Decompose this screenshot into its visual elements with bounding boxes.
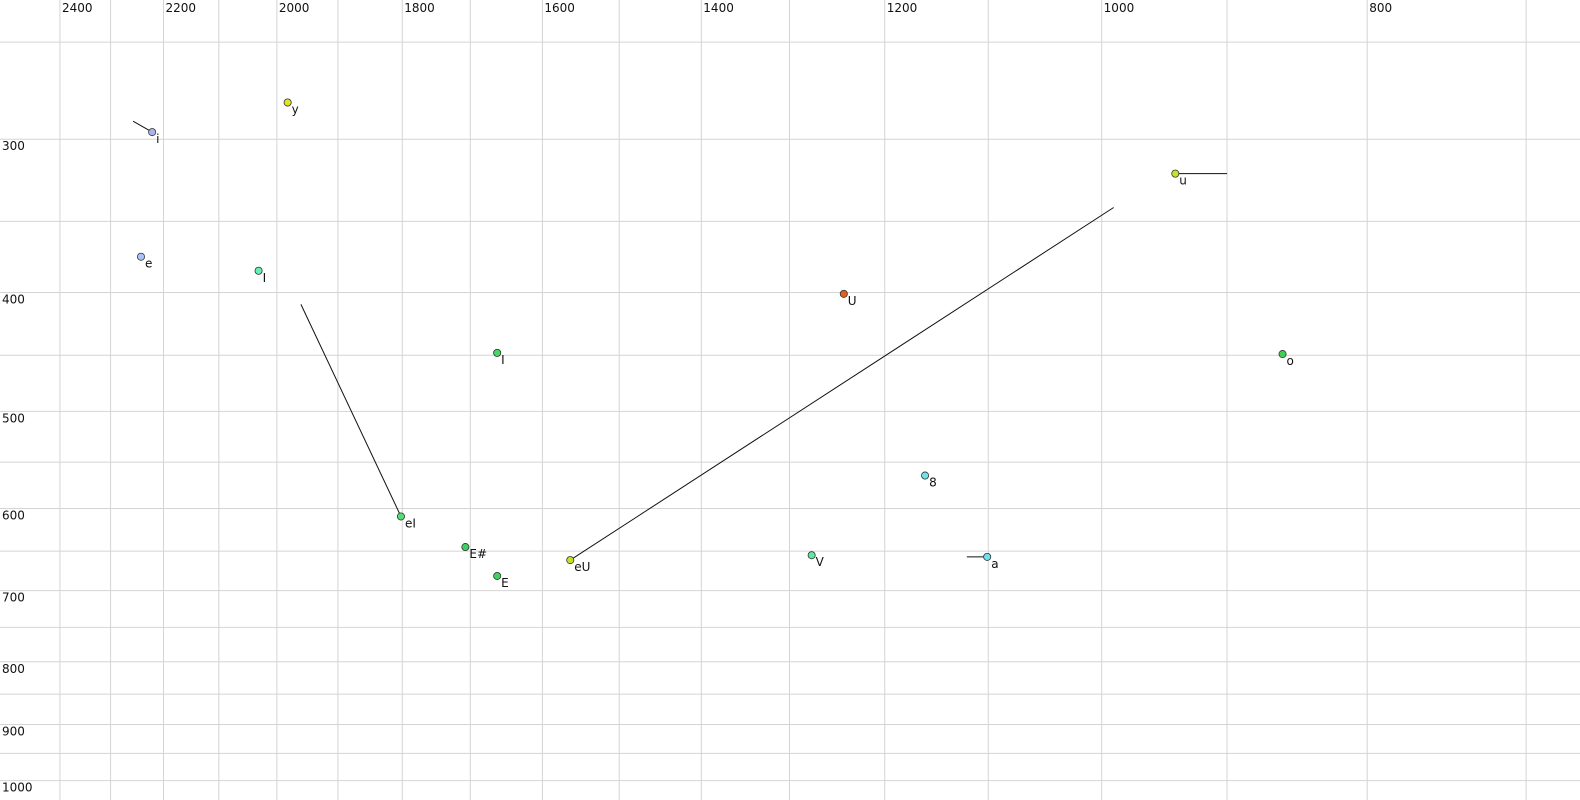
point [839,289,848,298]
point-label: y [292,102,299,116]
point-label: I [263,271,267,285]
point-label: U [848,294,857,308]
x-tick-label: 1600 [544,1,575,15]
point-label: e [145,257,152,271]
point [254,266,263,275]
y-tick-label: 600 [2,509,25,523]
point [566,556,575,565]
x-tick-label: 800 [1369,1,1392,15]
point [1278,350,1287,359]
y-tick-label: 900 [2,725,25,739]
point-label: E [501,576,509,590]
point-label: o [1287,354,1294,368]
point-label: eU [574,560,590,574]
point [1171,169,1180,178]
point-label: I [501,353,505,367]
trajectory [569,207,1114,561]
x-tick-label: 1400 [703,1,734,15]
x-tick-label: 2200 [165,1,196,15]
y-tick-label: 800 [2,662,25,676]
point-label: i [156,132,159,146]
point [493,571,502,580]
point [493,348,502,357]
y-tick-label: 700 [2,591,25,605]
x-tick-label: 1000 [1104,1,1135,15]
point-label: V [816,555,825,569]
point [283,98,292,107]
point [921,471,930,480]
x-tick-label: 1800 [404,1,435,15]
point [807,551,816,560]
x-tick-label: 1200 [887,1,918,15]
point-label: 8 [929,476,937,490]
y-tick-label: 300 [2,139,25,153]
x-tick-label: 2000 [279,1,310,15]
point-label: eI [405,516,416,530]
point-label: E# [469,547,487,561]
point [148,128,157,137]
x-tick-label: 2400 [62,1,93,15]
point [396,512,405,521]
trajectory [300,304,402,517]
y-tick-label: 1000 [2,781,33,795]
point-label: a [991,557,998,571]
point [983,552,992,561]
y-tick-label: 500 [2,411,25,425]
point-label: u [1179,174,1187,188]
point [136,252,145,261]
y-tick-label: 400 [2,292,25,306]
point [461,543,470,552]
